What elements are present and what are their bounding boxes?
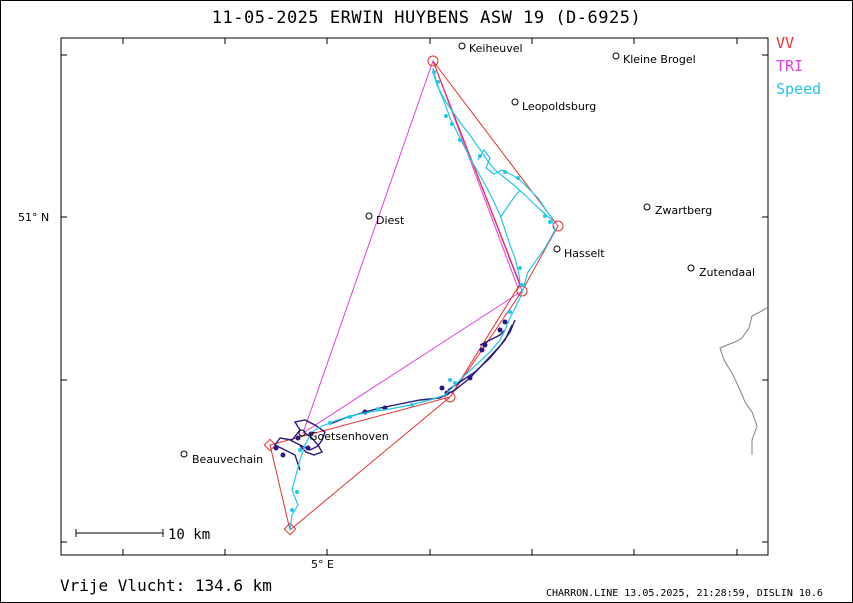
scale-bar xyxy=(75,529,164,537)
place-label-zwartberg: Zwartberg xyxy=(655,204,712,217)
axis-ticks xyxy=(61,38,768,555)
page-title: 11-05-2025 ERWIN HUYBENS ASW 19 (D-6925) xyxy=(211,8,642,28)
place-label-hasselt: Hasselt xyxy=(564,247,605,260)
place-label-kleine-brogel: Kleine Brogel xyxy=(623,53,696,66)
place-label-goetsenhoven: Goetsenhoven xyxy=(309,430,389,443)
legend-vv: VV xyxy=(776,34,795,52)
country-border xyxy=(719,306,769,455)
lat-label: 51° N xyxy=(18,211,49,224)
free-flight-route xyxy=(269,60,559,531)
turnpoint-markers xyxy=(263,55,564,536)
track-speed-dots xyxy=(290,70,552,512)
legend-speed: Speed xyxy=(776,80,822,98)
track-thermals xyxy=(273,319,516,471)
footer-credit: CHARRON.LINE 13.05.2025, 21:28:59, DISLI… xyxy=(546,588,823,599)
map-frame xyxy=(60,37,769,556)
scale-label: 10 km xyxy=(168,527,210,543)
place-label-keiheuvel: Keiheuvel xyxy=(469,42,523,55)
task-triangle xyxy=(302,59,523,435)
lon-label: 5° E xyxy=(311,558,334,571)
track-speed xyxy=(289,67,556,531)
town-markers xyxy=(180,42,695,458)
track-thermal-dots xyxy=(273,319,508,458)
place-label-beauvechain: Beauvechain xyxy=(192,453,263,466)
place-label-zutendaal: Zutendaal xyxy=(699,266,755,279)
free-flight-distance: Vrije Vlucht: 134.6 km xyxy=(60,576,272,595)
legend-tri: TRI xyxy=(776,57,804,75)
place-label-diest: Diest xyxy=(376,214,405,227)
place-label-leopoldsburg: Leopoldsburg xyxy=(522,100,596,113)
